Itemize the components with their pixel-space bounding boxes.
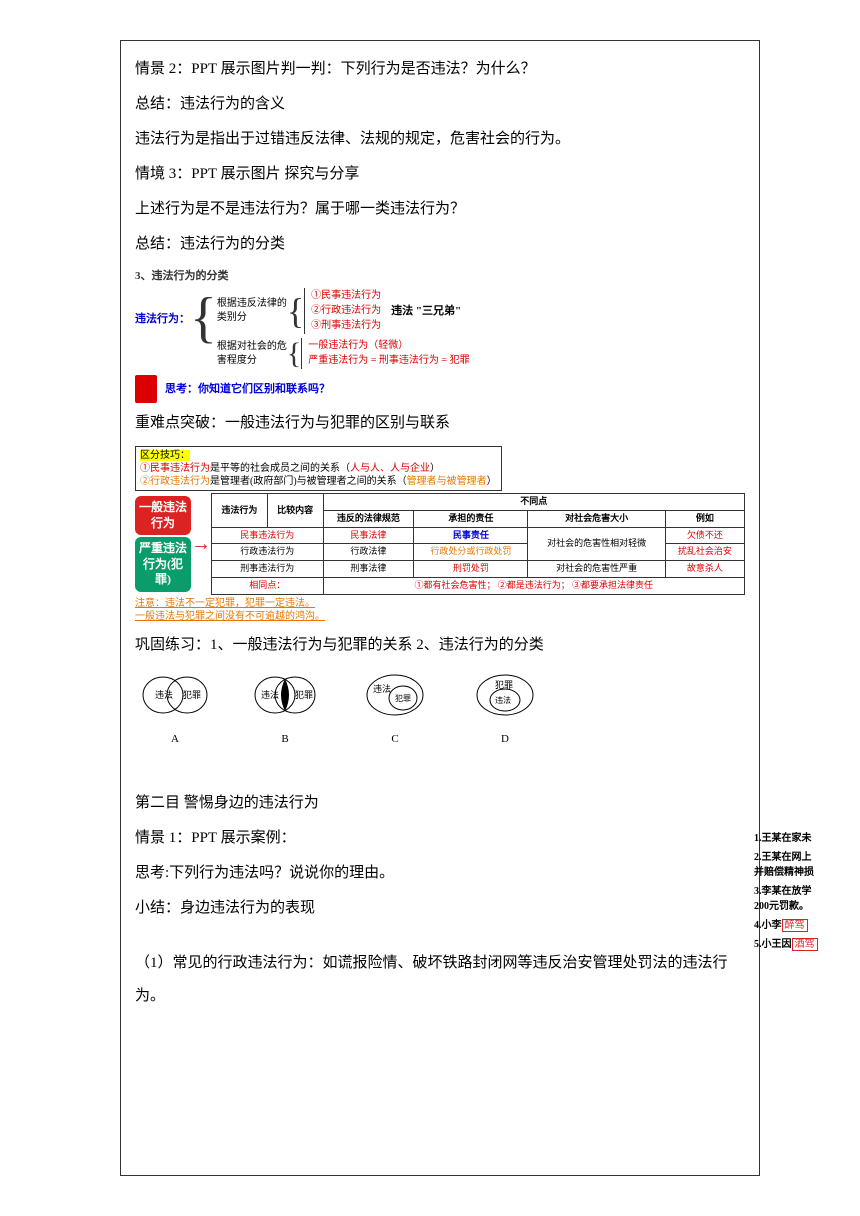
note-item: 5.小王因酒驾 bbox=[754, 937, 854, 952]
practice-heading: 巩固练习：1、一般违法行为与犯罪的关系 2、违法行为的分类 bbox=[135, 629, 745, 662]
svg-text:犯罪: 犯罪 bbox=[495, 680, 513, 690]
key-point-heading: 重难点突破：一般违法行为与犯罪的区别与联系 bbox=[135, 407, 745, 440]
paragraph: 总结：违法行为的分类 bbox=[135, 228, 745, 261]
paragraph: （1）常见的行政违法行为：如谎报险情、破坏铁路封闭网等违反治安管理处罚法的违法行… bbox=[135, 947, 745, 1013]
paragraph: 情景 1：PPT 展示案例： bbox=[135, 822, 745, 855]
section-2-heading: 第二目 警惕身边的违法行为 bbox=[135, 787, 745, 820]
venn-row: 违法犯罪 A 违法犯罪 B 违法犯罪 C 犯罪违法 D bbox=[135, 672, 745, 751]
comparison-diagram: 区分技巧： ①民事违法行为是平等的社会成员之间的关系（人与人、人与企业） ②行政… bbox=[135, 446, 745, 622]
margin-notes: 1.王某在家未 2.王某在网上并赔偿精神损 3.李某在放学200元罚款。 4.小… bbox=[754, 831, 854, 956]
paragraph: 情景 2：PPT 展示图片判一判：下列行为是否违法？为什么？ bbox=[135, 53, 745, 86]
d1-root: 违法行为： bbox=[135, 288, 190, 327]
page: 情景 2：PPT 展示图片判一判：下列行为是否违法？为什么？ 总结：违法行为的含… bbox=[0, 0, 860, 1216]
venn-d: 犯罪违法 D bbox=[465, 672, 545, 751]
svg-text:犯罪: 犯罪 bbox=[183, 690, 201, 700]
content-inner: 情景 2：PPT 展示图片判一判：下列行为是否违法？为什么？ 总结：违法行为的含… bbox=[121, 41, 759, 1027]
venn-a: 违法犯罪 A bbox=[135, 672, 215, 751]
svg-text:违法: 违法 bbox=[261, 689, 279, 700]
brace-icon: { bbox=[287, 293, 304, 329]
note-item: 2.王某在网上并赔偿精神损 bbox=[754, 850, 854, 880]
paragraph: 违法行为是指出于过错违反法律、法规的规定，危害社会的行为。 bbox=[135, 123, 745, 156]
note-item: 4.小李醉驾 bbox=[754, 918, 854, 933]
svg-text:违法: 违法 bbox=[373, 683, 391, 694]
svg-text:犯罪: 犯罪 bbox=[295, 690, 313, 700]
svg-text:违法: 违法 bbox=[155, 689, 173, 700]
paragraph: 思考:下列行为违法吗？说说你的理由。 bbox=[135, 857, 745, 890]
paragraph: 情境 3：PPT 展示图片 探究与分享 bbox=[135, 158, 745, 191]
branch-label: 根据对社会的危害程度分 bbox=[217, 340, 287, 368]
brace-icon: { bbox=[190, 288, 217, 348]
note-item: 1.王某在家未 bbox=[754, 831, 854, 846]
book-icon bbox=[135, 375, 157, 403]
branch-label: 根据违反法律的类别分 bbox=[217, 297, 287, 325]
think-prompt: 思考：你知道它们区别和联系吗？ bbox=[165, 382, 330, 397]
paragraph: 总结：违法行为的含义 bbox=[135, 88, 745, 121]
paragraph: 上述行为是不是违法行为？属于哪一类违法行为？ bbox=[135, 193, 745, 226]
venn-c: 违法犯罪 C bbox=[355, 672, 435, 751]
general-badge: 一般违法行为 bbox=[135, 496, 191, 535]
badge-column: 一般违法行为 严重违法行为(犯罪) bbox=[135, 493, 191, 594]
venn-b: 违法犯罪 B bbox=[245, 672, 325, 751]
comparison-table: 违法行为 比较内容 不同点 违反的法律规范 承担的责任 对社会危害大小 例如 民… bbox=[211, 493, 745, 594]
svg-text:违法: 违法 bbox=[495, 695, 511, 705]
serious-badge: 严重违法行为(犯罪) bbox=[135, 537, 191, 592]
d1-title: 3、违法行为的分类 bbox=[135, 269, 745, 284]
note-box: 注意：违法不一定犯罪，犯罪一定违法。 一般违法与犯罪之间没有不可逾越的鸿沟。 bbox=[135, 597, 745, 623]
tips-box: 区分技巧： ①民事违法行为是平等的社会成员之间的关系（人与人、人与企业） ②行政… bbox=[135, 446, 502, 491]
branch-items: 一般违法行为（轻微） 严重违法行为 = 刑事违法行为 = 犯罪 bbox=[301, 338, 469, 369]
note-item: 3.李某在放学200元罚款。 bbox=[754, 884, 854, 914]
brace-icon: { bbox=[287, 339, 301, 369]
svg-text:犯罪: 犯罪 bbox=[395, 693, 411, 703]
brothers-label: 违法 "三兄弟" bbox=[391, 304, 461, 319]
paragraph: 小结：身边违法行为的表现 bbox=[135, 892, 745, 925]
tips-title: 区分技巧： bbox=[140, 450, 190, 461]
branch-items: ①民事违法行为 ②行政违法行为 ③刑事违法行为 bbox=[304, 288, 381, 334]
arrow-icon: → bbox=[191, 531, 211, 557]
content-frame: 情景 2：PPT 展示图片判一判：下列行为是否违法？为什么？ 总结：违法行为的含… bbox=[120, 40, 760, 1176]
classification-diagram: 3、违法行为的分类 违法行为： { 根据违反法律的类别分 { ①民事违法行为 ②… bbox=[135, 269, 745, 403]
